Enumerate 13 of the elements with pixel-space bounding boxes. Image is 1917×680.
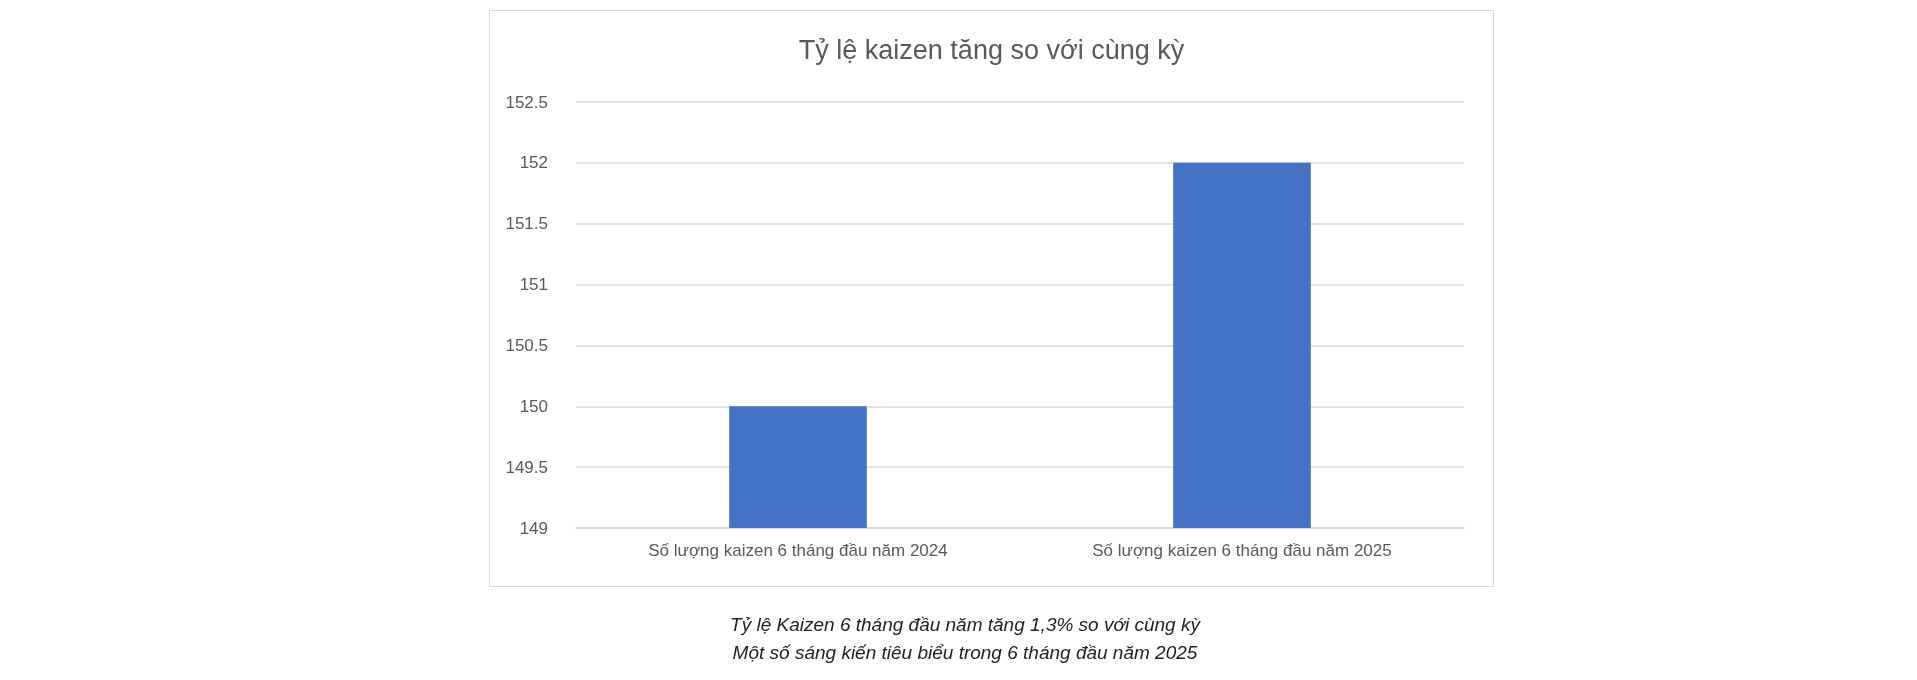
y-tick-label: 149.5	[505, 457, 548, 477]
y-tick-label: 149	[519, 518, 548, 538]
y-tick-label: 150.5	[505, 335, 548, 355]
x-tick-label: Số lượng kaizen 6 tháng đầu năm 2024	[648, 541, 948, 560]
text: Tỷ lệ Kaizen 6 tháng đầu năm tăng 1,3% so với cùng kỳ	[729, 613, 1202, 637]
y-tick-label: 151	[519, 275, 548, 295]
chart-title: Tỷ lệ kaizen tăng so với cùng kỳ	[798, 34, 1185, 65]
y-tick-label: 151.5	[505, 214, 548, 234]
y-tick-label: 152	[519, 153, 548, 173]
y-tick-label: 150	[519, 396, 548, 416]
x-tick-label: Số lượng kaizen 6 tháng đầu năm 2025	[1092, 541, 1392, 560]
text: Một số sáng kiến tiêu biểu trong 6 tháng đầu năm 2025	[731, 641, 1199, 665]
y-tick-label: 152.5	[505, 92, 548, 112]
